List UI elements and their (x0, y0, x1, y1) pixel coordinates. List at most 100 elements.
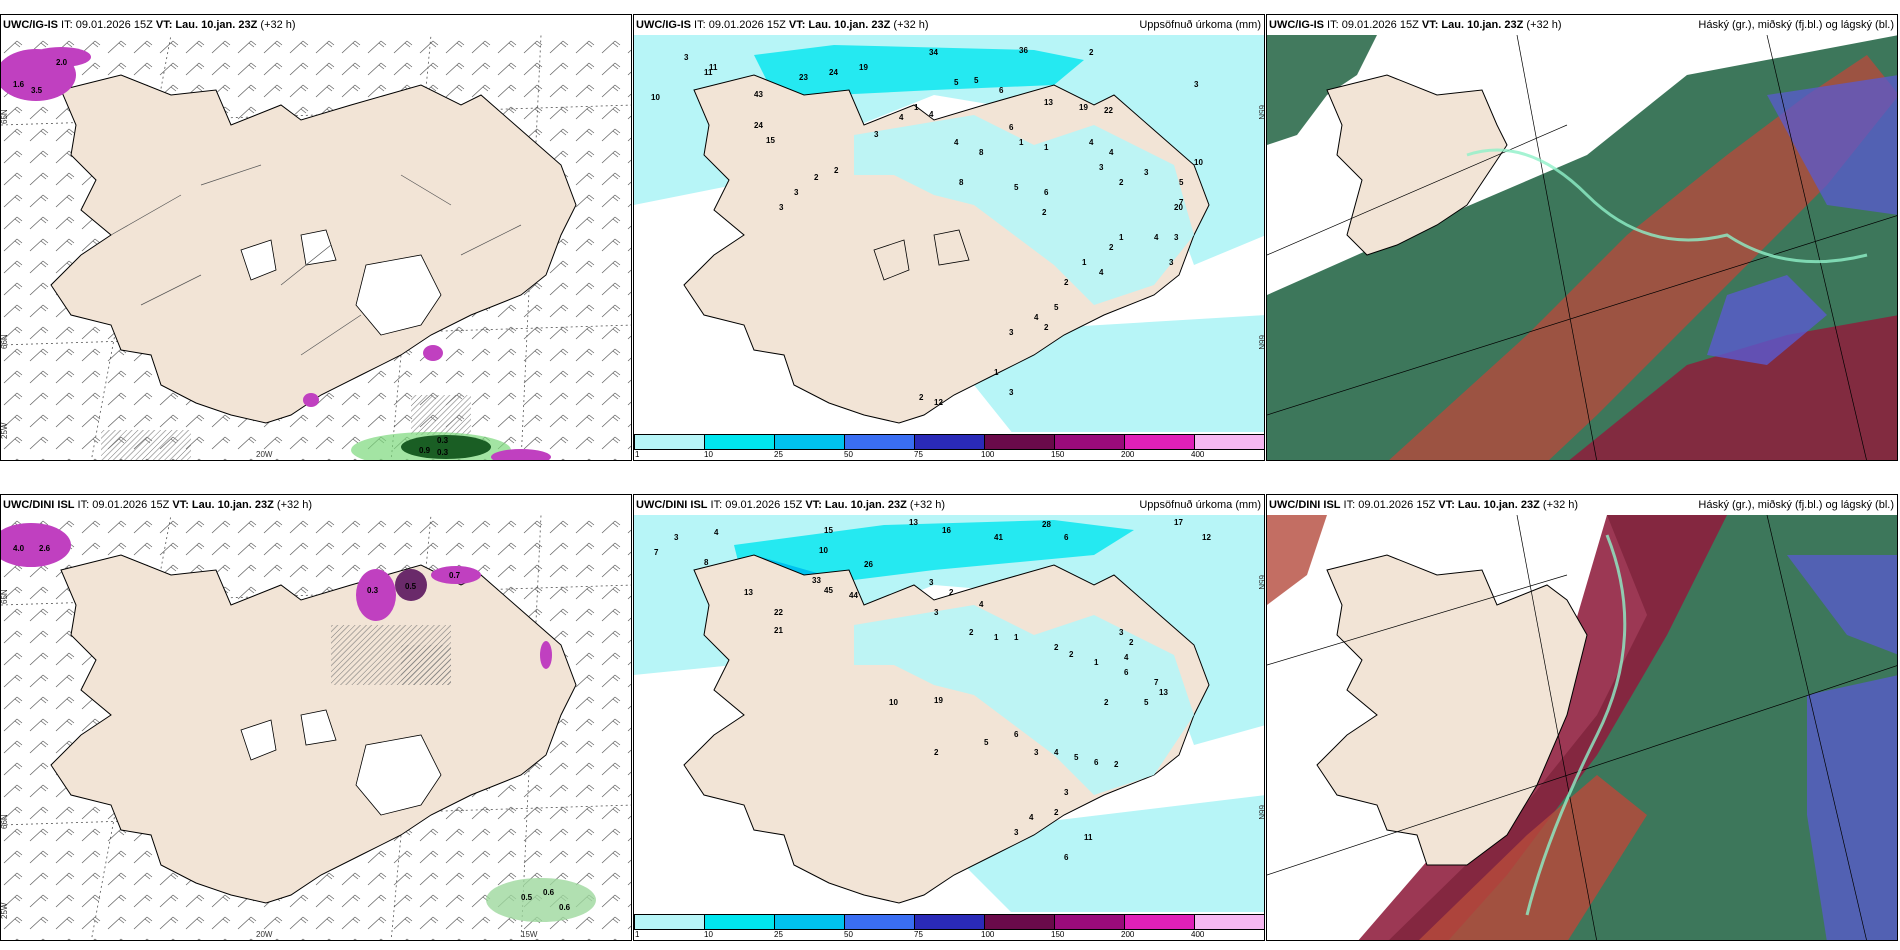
ice-label: 3.5 (31, 86, 43, 95)
colorbar-swatch (844, 914, 915, 930)
cloud-map (1267, 515, 1897, 940)
station-value: 4 (1124, 653, 1129, 662)
model-name: UWC/DINI ISL (636, 499, 708, 511)
panel-header: UWC/DINI ISL IT: 09.01.2026 15Z VT: Lau.… (634, 495, 1264, 515)
model-name: UWC/DINI ISL (1269, 499, 1341, 511)
station-value: 1 (1082, 258, 1087, 267)
station-value: 2 (1119, 178, 1124, 187)
station-value: 4 (1054, 748, 1059, 757)
icing-dark (401, 435, 491, 459)
colorbar-tick: 50 (844, 450, 853, 459)
station-value: 2 (1054, 643, 1059, 652)
wind-map-svg: 2.0 1.6 3.5 0.3 0.9 0.3 65N 66N 25W 20W (1, 35, 631, 460)
station-value: 8 (959, 178, 964, 187)
station-value: 8 (979, 148, 984, 157)
cloud-low-ne (1787, 555, 1897, 655)
colorbar-tick: 75 (914, 450, 923, 459)
station-value: 2 (919, 393, 924, 402)
station-value: 2 (969, 628, 974, 637)
cloud-mid-se (1569, 315, 1897, 460)
lat-label: 66N (1257, 335, 1265, 350)
station-value: 19 (859, 63, 868, 72)
station-value: 6 (1009, 123, 1014, 132)
lon-label: 20W (256, 930, 273, 939)
lon-label: 15W (521, 930, 538, 939)
colorbar-tick: 100 (981, 450, 995, 459)
station-value: 3 (874, 130, 879, 139)
panel-precip-igis: UWC/IG-IS IT: 09.01.2026 15Z VT: Lau. 10… (633, 14, 1265, 461)
graticule-meridians (90, 35, 542, 460)
station-value: 22 (1104, 106, 1113, 115)
station-value: 10 (889, 698, 898, 707)
lat-label: 65N (1, 589, 9, 604)
station-value: 33 (812, 576, 821, 585)
station-value: 2 (1054, 808, 1059, 817)
station-value: 4 (1154, 233, 1159, 242)
forecast-offset: (+32 h) (906, 499, 946, 511)
station-value: 1 (994, 368, 999, 377)
station-values: 4131641286171237815102633454422211332432… (654, 518, 1211, 862)
icing-magenta (491, 449, 551, 460)
station-value: 11 (1084, 833, 1093, 842)
colorbar-swatch (1194, 434, 1264, 450)
land-barbs (110, 164, 522, 356)
init-time: IT: 09.01.2026 15Z (74, 499, 173, 511)
iceland-west-visible (1326, 74, 1508, 256)
ice-label: 2.6 (39, 544, 51, 553)
station-value: 3 (794, 188, 799, 197)
station-value: 3 (934, 608, 939, 617)
forecast-offset: (+32 h) (257, 19, 296, 31)
wind-map: 4.0 2.6 0.5 0.7 0.3 0.5 0.6 0.6 65N 66N … (1, 515, 631, 940)
ice-label: 2.0 (56, 58, 68, 67)
station-value: 21 (774, 626, 783, 635)
cloud-mid-s (1419, 775, 1647, 940)
colorbar-tick: 25 (774, 930, 783, 939)
station-value: 7 (1154, 678, 1159, 687)
colorbar: 1 10 25 50 75 100 150 200 400 (634, 432, 1264, 460)
colorbar-swatch (844, 434, 915, 450)
colorbar-tick: 400 (1191, 930, 1205, 939)
station-value: 23 (799, 73, 808, 82)
colorbar-swatch (984, 434, 1055, 450)
station-value: 8 (704, 558, 709, 567)
precip-map-svg: 65N 66N 41316412861712378151026334544222… (634, 515, 1264, 915)
cloud-low-e (1807, 675, 1897, 940)
station-value: 13 (1044, 98, 1053, 107)
station-value: 2 (1104, 698, 1109, 707)
station-value: 4 (929, 110, 934, 119)
icing-magenta-s (303, 393, 319, 407)
station-value: 3 (1064, 788, 1069, 797)
station-value: 13 (1159, 688, 1168, 697)
station-value: 3 (674, 533, 679, 542)
station-value: 10 (819, 546, 828, 555)
colorbar-tick: 1 (635, 450, 640, 459)
colorbar-swatch (634, 914, 705, 930)
ice-label: 1.6 (13, 80, 25, 89)
colorbar-tick: 400 (1191, 450, 1205, 459)
station-value: 20 (1174, 203, 1183, 212)
precip-map: 65N 66N 4 13 16 41 28 6 17 12 3 7 8 15 10 26 33 45 44 22 2… (634, 515, 1264, 940)
station-value: 4 (1089, 138, 1094, 147)
hatched-area (411, 395, 471, 435)
ice-label: 4.0 (13, 544, 25, 553)
station-value: 5 (1014, 183, 1019, 192)
init-time: IT: 09.01.2026 15Z (691, 19, 789, 31)
station-value: 1 (1119, 233, 1124, 242)
valid-time: VT: Lau. 10.jan. 23Z (805, 499, 907, 511)
colorbar-tick: 75 (914, 930, 923, 939)
station-value: 6 (1044, 188, 1049, 197)
station-value: 12 (1202, 533, 1211, 542)
station-value: 6 (1064, 533, 1069, 542)
station-value: 2 (1042, 208, 1047, 217)
lon-label: 20W (256, 450, 273, 459)
station-value: 3 (1174, 233, 1179, 242)
cloud-low-e (1707, 275, 1827, 365)
lon-label: 25W (1, 902, 9, 919)
icing-magenta-nw (1, 523, 71, 567)
colorbar-swatch (704, 914, 775, 930)
station-value: 12 (934, 398, 943, 407)
station-value: 2 (1129, 638, 1134, 647)
ice-label: 0.5 (521, 893, 533, 902)
station-value: 4 (714, 528, 719, 537)
